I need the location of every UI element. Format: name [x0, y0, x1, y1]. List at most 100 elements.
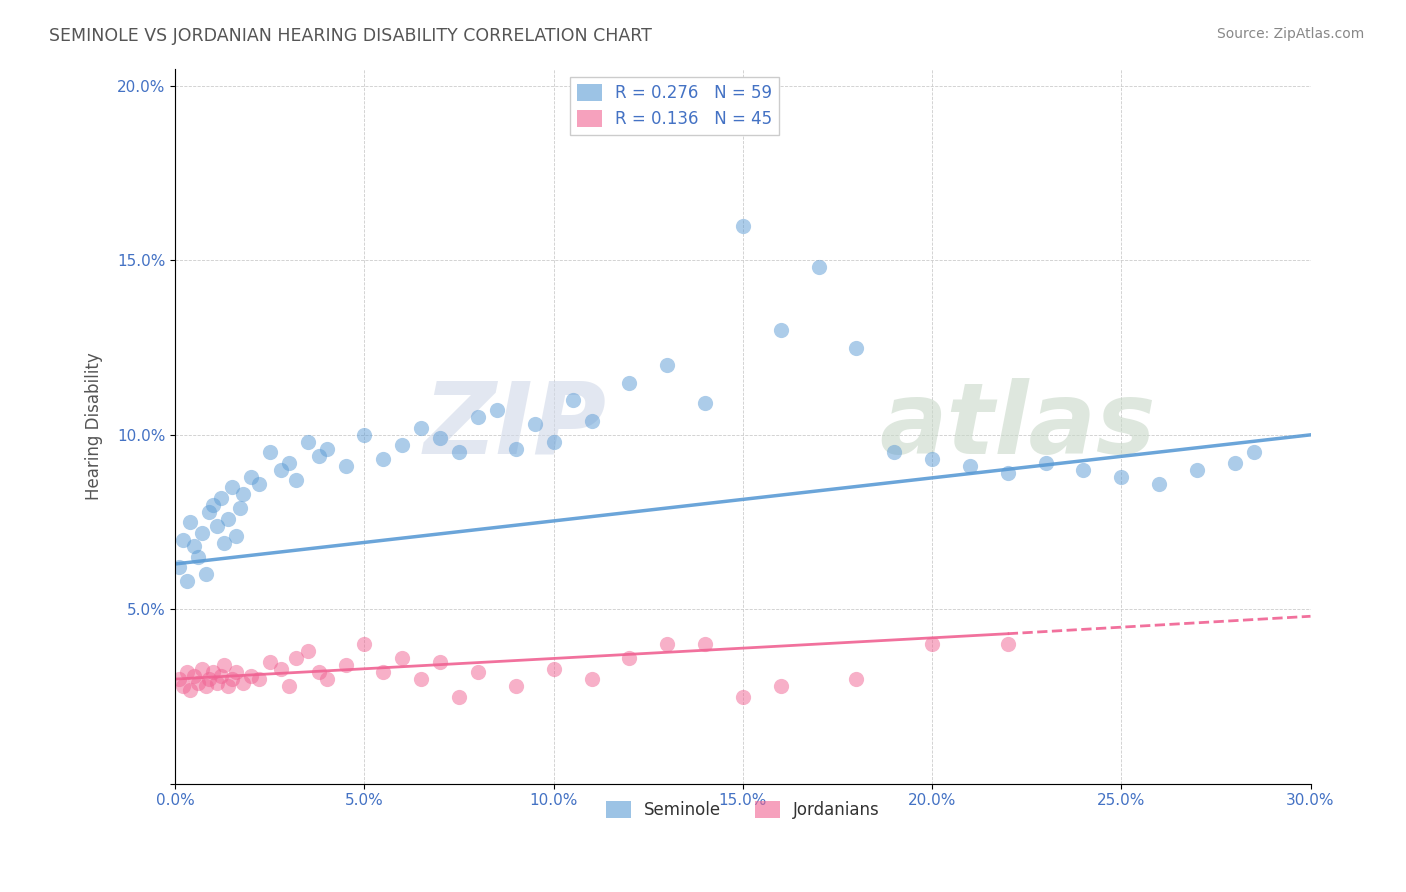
Point	[232, 487, 254, 501]
Point	[285, 473, 308, 487]
Point	[467, 665, 489, 679]
Point	[373, 665, 395, 679]
Point	[187, 675, 209, 690]
Point	[315, 672, 337, 686]
Point	[1111, 469, 1133, 483]
Point	[172, 679, 194, 693]
Point	[845, 341, 868, 355]
Point	[259, 655, 281, 669]
Point	[209, 491, 232, 505]
Point	[467, 410, 489, 425]
Point	[202, 665, 225, 679]
Point	[183, 668, 205, 682]
Point	[225, 529, 247, 543]
Point	[198, 672, 221, 686]
Point	[198, 505, 221, 519]
Point	[191, 525, 214, 540]
Point	[391, 651, 413, 665]
Text: atlas: atlas	[879, 377, 1156, 475]
Point	[217, 511, 239, 525]
Point	[315, 442, 337, 456]
Point	[619, 651, 641, 665]
Point	[731, 690, 754, 704]
Point	[297, 434, 319, 449]
Point	[693, 396, 716, 410]
Point	[921, 637, 943, 651]
Point	[1147, 476, 1170, 491]
Point	[1185, 463, 1208, 477]
Point	[270, 662, 292, 676]
Point	[221, 480, 243, 494]
Point	[429, 431, 451, 445]
Point	[807, 260, 830, 275]
Point	[523, 417, 546, 432]
Point	[214, 658, 236, 673]
Point	[176, 574, 198, 589]
Point	[205, 675, 228, 690]
Y-axis label: Hearing Disability: Hearing Disability	[86, 352, 103, 500]
Point	[214, 536, 236, 550]
Point	[543, 662, 565, 676]
Point	[308, 449, 330, 463]
Point	[619, 376, 641, 390]
Point	[297, 644, 319, 658]
Point	[232, 675, 254, 690]
Point	[191, 662, 214, 676]
Point	[239, 469, 262, 483]
Point	[1073, 463, 1095, 477]
Point	[179, 515, 201, 529]
Point	[277, 679, 299, 693]
Point	[845, 672, 868, 686]
Point	[657, 358, 679, 372]
Point	[411, 672, 433, 686]
Point	[335, 459, 357, 474]
Point	[176, 665, 198, 679]
Point	[769, 679, 792, 693]
Point	[205, 518, 228, 533]
Point	[167, 560, 190, 574]
Point	[335, 658, 357, 673]
Point	[921, 452, 943, 467]
Point	[391, 438, 413, 452]
Point	[997, 467, 1019, 481]
Point	[277, 456, 299, 470]
Point	[561, 392, 583, 407]
Point	[217, 679, 239, 693]
Point	[308, 665, 330, 679]
Point	[194, 567, 217, 582]
Point	[505, 442, 527, 456]
Point	[209, 668, 232, 682]
Point	[228, 501, 250, 516]
Point	[247, 476, 270, 491]
Point	[353, 637, 375, 651]
Point	[1243, 445, 1265, 459]
Point	[259, 445, 281, 459]
Point	[202, 498, 225, 512]
Text: Source: ZipAtlas.com: Source: ZipAtlas.com	[1216, 27, 1364, 41]
Text: ZIP: ZIP	[423, 377, 606, 475]
Point	[693, 637, 716, 651]
Point	[373, 452, 395, 467]
Point	[172, 533, 194, 547]
Point	[449, 445, 471, 459]
Point	[1035, 456, 1057, 470]
Text: SEMINOLE VS JORDANIAN HEARING DISABILITY CORRELATION CHART: SEMINOLE VS JORDANIAN HEARING DISABILITY…	[49, 27, 652, 45]
Point	[411, 421, 433, 435]
Point	[505, 679, 527, 693]
Point	[449, 690, 471, 704]
Point	[959, 459, 981, 474]
Point	[485, 403, 508, 417]
Point	[353, 427, 375, 442]
Legend: Seminole, Jordanians: Seminole, Jordanians	[599, 794, 887, 825]
Point	[239, 668, 262, 682]
Point	[581, 672, 603, 686]
Point	[883, 445, 905, 459]
Point	[769, 323, 792, 337]
Point	[657, 637, 679, 651]
Point	[183, 540, 205, 554]
Point	[179, 682, 201, 697]
Point	[581, 414, 603, 428]
Point	[731, 219, 754, 233]
Point	[270, 463, 292, 477]
Point	[997, 637, 1019, 651]
